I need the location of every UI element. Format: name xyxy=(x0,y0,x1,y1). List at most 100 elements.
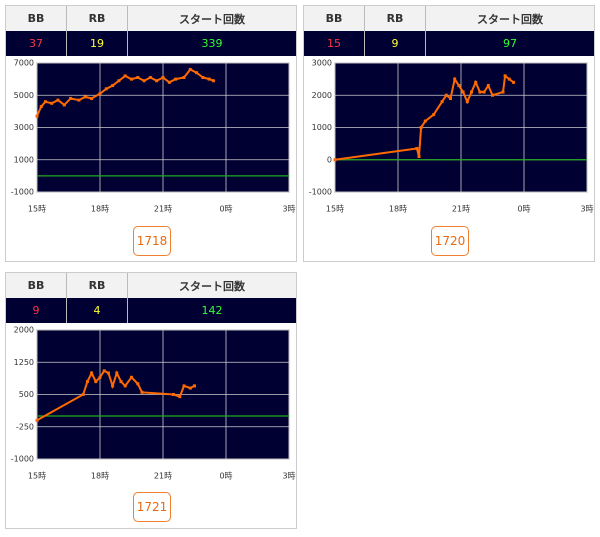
value-cell: 9 xyxy=(6,298,67,323)
data-point xyxy=(104,87,108,91)
data-point xyxy=(478,90,482,94)
x-tick-label: 0時 xyxy=(517,205,530,214)
data-point xyxy=(172,393,175,396)
data-point xyxy=(39,105,43,109)
y-tick-label: -1000 xyxy=(309,188,332,197)
data-point xyxy=(419,126,423,129)
data-point xyxy=(417,155,421,159)
data-point xyxy=(174,77,178,81)
y-tick-label: 2000 xyxy=(312,91,332,100)
data-point xyxy=(35,114,39,118)
data-point xyxy=(167,80,171,84)
y-tick-label: 5000 xyxy=(14,91,34,100)
y-tick-label: 1250 xyxy=(14,358,34,367)
data-point xyxy=(474,80,478,84)
data-point xyxy=(123,74,127,78)
table-values: 15 9 97 xyxy=(304,31,594,56)
x-tick-label: 0時 xyxy=(219,205,232,214)
data-point xyxy=(453,77,457,81)
data-point xyxy=(444,93,448,97)
record-button[interactable]: 1721 xyxy=(133,492,171,522)
value-cell: 15 xyxy=(304,31,365,56)
data-point xyxy=(423,119,427,123)
x-tick-label: 15時 xyxy=(326,205,344,214)
data-point xyxy=(182,76,186,80)
data-point xyxy=(111,84,115,88)
data-point xyxy=(43,100,47,104)
chart: -1000 0 1000 2000 3000 15時 18時 21時 0時 3時 xyxy=(309,59,594,214)
data-point xyxy=(195,71,199,75)
data-point xyxy=(449,96,452,100)
table-header: BB RB スタート回数 xyxy=(6,273,296,298)
value-cell: 142 xyxy=(201,304,223,317)
data-point xyxy=(155,79,159,83)
data-point xyxy=(188,67,192,71)
value-cell: 4 xyxy=(67,298,128,323)
data-point xyxy=(94,380,98,384)
header-cell: スタート回数 xyxy=(179,279,245,293)
x-tick-label: 15時 xyxy=(28,472,46,481)
y-tick-label: 3000 xyxy=(312,59,332,68)
header-cell: RB xyxy=(67,6,128,31)
data-point xyxy=(81,393,85,396)
record-button[interactable]: 1718 xyxy=(133,226,171,256)
value-cell: 97 xyxy=(503,37,517,50)
data-point xyxy=(482,90,486,94)
data-point xyxy=(148,76,152,80)
x-tick-label: 21時 xyxy=(452,205,470,214)
header-cell: BB xyxy=(6,273,67,298)
data-point xyxy=(457,84,461,88)
value-cell: 37 xyxy=(6,31,67,56)
data-point xyxy=(62,103,66,107)
value-cell: 339 xyxy=(201,37,223,50)
data-point xyxy=(130,77,133,81)
data-point xyxy=(136,382,140,386)
data-point xyxy=(90,371,94,375)
y-tick-label: 0 xyxy=(327,155,332,164)
table-header: BB RB スタート回数 xyxy=(304,6,594,31)
data-point xyxy=(501,90,505,94)
data-point xyxy=(69,96,73,100)
data-point xyxy=(161,76,165,80)
data-point xyxy=(35,418,39,422)
record-button[interactable]: 1720 xyxy=(431,226,469,256)
data-point xyxy=(123,384,127,388)
data-point xyxy=(503,74,507,78)
data-point xyxy=(207,77,211,81)
data-point xyxy=(102,369,106,373)
table-header: BB RB スタート回数 xyxy=(6,6,296,31)
data-point xyxy=(188,386,192,390)
data-point xyxy=(98,92,102,96)
panel: BB RB スタート回数 9 4 142 -1000 -250 500 1250 2000 15時 18… xyxy=(5,272,297,529)
x-tick-label: 15時 xyxy=(28,205,46,214)
data-point xyxy=(491,93,494,97)
data-point xyxy=(98,375,102,379)
header-cell: BB xyxy=(6,6,67,31)
data-point xyxy=(117,79,121,83)
x-tick-label: 18時 xyxy=(91,472,109,481)
y-tick-label: 1000 xyxy=(312,123,332,132)
data-point xyxy=(178,395,182,399)
value-cell: 19 xyxy=(67,31,128,56)
data-point xyxy=(415,146,419,150)
x-tick-label: 3時 xyxy=(282,205,295,214)
data-point xyxy=(85,380,89,384)
header-cell: BB xyxy=(304,6,365,31)
table-values: 37 19 339 xyxy=(6,31,296,56)
x-tick-label: 3時 xyxy=(580,205,593,214)
data-point xyxy=(140,390,144,394)
value-cell: 9 xyxy=(365,31,426,56)
x-tick-label: 21時 xyxy=(154,472,172,481)
data-point xyxy=(461,90,465,94)
data-point xyxy=(465,100,469,104)
x-tick-label: 21時 xyxy=(154,205,172,214)
y-tick-label: -250 xyxy=(16,422,34,431)
data-point xyxy=(77,98,81,102)
data-point xyxy=(130,375,133,379)
table-values: 9 4 142 xyxy=(6,298,296,323)
data-point xyxy=(440,100,444,104)
data-point xyxy=(50,101,54,105)
data-point xyxy=(333,158,337,162)
header-cell: スタート回数 xyxy=(179,12,245,26)
panel: BB RB スタート回数 37 19 339 -1000 1000 3000 5000 7000 15… xyxy=(5,5,297,262)
